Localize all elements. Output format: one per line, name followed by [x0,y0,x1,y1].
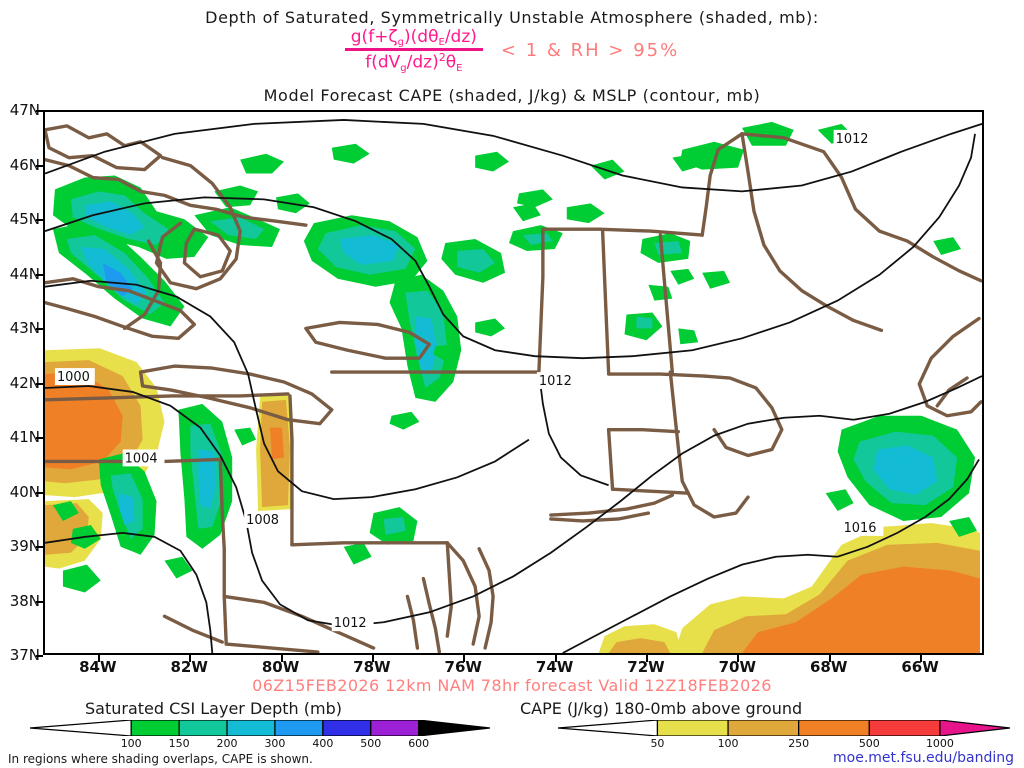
lat-tick-46N [36,164,43,167]
colorbar-tick-cape-1000: 1000 [925,737,954,750]
lon-label-76W: 76W [444,658,482,676]
contour-label-1004: 1004 [125,451,158,466]
lat-label-45N: 45N [9,210,40,228]
criterion-formula: g(f+ζg)(dθE/dz) f(dVg/dz)2θE < 1 & RH > … [0,27,1024,74]
colorbar-tick-csi-600: 600 [408,737,430,750]
csi-region-layer [52,121,978,593]
lat-tick-38N [36,600,43,603]
lon-tick-68W [828,655,831,662]
lon-tick-84W [97,655,100,662]
legend-title-csi: Saturated CSI Layer Depth (mb) [85,699,342,718]
fraction-bar [344,48,483,52]
legend-title-cape: CAPE (J/kg) 180-0mb above ground [520,699,803,718]
lat-label-41N: 41N [9,428,40,446]
lon-tick-70W [737,655,740,662]
lon-tick-78W [371,655,374,662]
colorbar-tick-csi-100: 100 [120,737,142,750]
contour-label-1016: 1016 [844,521,877,536]
colorbar-tick-csi-400: 400 [312,737,334,750]
lat-tick-43N [36,328,43,330]
overlap-note: In regions where shading overlaps, CAPE … [8,752,313,766]
page-subtitle: Model Forecast CAPE (shaded, J/kg) & MSL… [263,86,761,105]
map-canvas: 1000 1004 1008 1012 1012 1012 1016 [45,119,982,653]
lat-tick-37N [36,655,43,657]
lon-tick-76W [463,655,466,662]
lon-tick-82W [189,655,192,662]
formula-fraction: g(f+ζg)(dθE/dz) f(dVg/dz)2θE [344,27,483,74]
lat-label-44N: 44N [9,264,40,283]
lat-label-43N: 43N [9,319,40,337]
lon-label-78W: 78W [353,658,391,676]
contour-label-1012-me: 1012 [836,132,869,147]
lon-tick-66W [920,655,923,662]
lat-tick-47N [36,110,43,112]
contour-label-1012-ny: 1012 [539,374,572,389]
lon-label-72W: 72W [627,658,665,676]
lat-tick-40N [36,491,43,494]
lat-label-37N: 37N [9,646,40,664]
lon-label-84W: 84W [79,658,117,676]
colorbar-tick-csi-200: 200 [216,737,238,750]
lon-tick-74W [554,655,557,662]
page-title: Depth of Saturated, Symmetrically Unstab… [205,8,819,27]
mslp-contour-layer [45,119,982,653]
lon-label-82W: 82W [170,658,208,676]
formula-numerator: g(f+ζg)(dθE/dz) [350,27,477,48]
lon-label-74W: 74W [535,658,574,676]
lon-tick-80W [280,655,283,662]
lat-label-47N: 47N [9,101,40,119]
contour-label-1000: 1000 [57,370,90,385]
contour-label-1008: 1008 [246,513,279,528]
lat-label-46N: 46N [9,155,40,174]
colorbar-cape[interactable]: 50 100 250 500 1000 [558,720,1010,754]
lon-label-70W: 70W [718,658,757,676]
lat-tick-45N [36,219,43,221]
contour-label-1012-va: 1012 [334,616,367,631]
lat-tick-44N [36,273,43,276]
colorbar-tick-csi-300: 300 [264,737,286,750]
lat-tick-41N [36,437,43,439]
source-url[interactable]: moe.met.fsu.edu/banding [833,750,1014,766]
colorbar-tick-csi-150: 150 [168,737,190,750]
lon-label-66W: 66W [901,658,939,676]
formula-condition: < 1 & RH > 95% [500,39,680,61]
lat-label-38N: 38N [9,591,40,610]
contour-label-layer: 1000 1004 1008 1012 1012 1012 1016 [54,129,884,631]
colorbar-tick-cape-250: 250 [788,737,810,750]
cape-region-shelf [598,624,683,653]
colorbar-csi[interactable]: 100 150 200 300 400 500 600 [30,720,490,754]
cape-region-atlantic-se [674,522,981,653]
colorbar-tick-cape-100: 100 [717,737,739,750]
lat-label-40N: 40N [9,482,40,501]
lat-label-39N: 39N [9,537,40,555]
lat-tick-39N [36,546,43,548]
cape-region-appalachian [256,393,294,512]
formula-denominator: f(dVg/dz)2θE [365,51,463,74]
lon-label-80W: 80W [261,658,300,676]
legend-titles: Saturated CSI Layer Depth (mb) CAPE (J/k… [0,699,1024,719]
lon-label-68W: 68W [809,658,848,676]
forecast-valid-line: 06Z15FEB2026 12km NAM 78hr forecast Vali… [252,676,772,695]
colorbar-tick-csi-500: 500 [360,737,382,750]
lon-tick-72W [645,655,648,662]
lat-tick-42N [36,382,43,385]
colorbar-tick-cape-500: 500 [858,737,880,750]
colorbar-tick-cape-50: 50 [650,737,665,750]
map-plot-area[interactable]: 1000 1004 1008 1012 1012 1012 1016 [43,110,984,655]
lat-label-42N: 42N [9,373,40,392]
